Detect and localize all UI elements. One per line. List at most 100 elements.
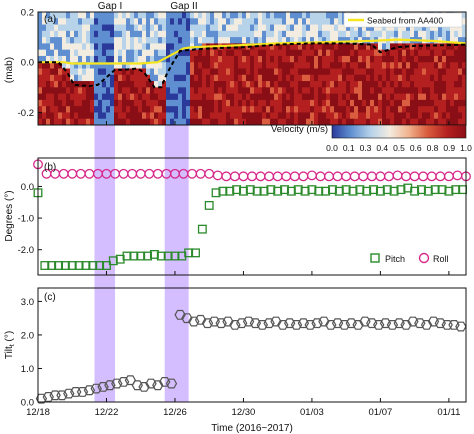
heatmap-cell — [398, 55, 403, 63]
heatmap-cell — [66, 99, 71, 107]
heatmap-cell — [366, 68, 371, 76]
tilt-point — [242, 316, 255, 327]
panel-c-marks — [35, 309, 467, 404]
heatmap-cell — [270, 74, 275, 82]
heatmap-cell — [342, 55, 347, 63]
heatmap-cell — [378, 24, 383, 32]
heatmap-cell — [174, 24, 179, 32]
heatmap-cell — [438, 43, 443, 51]
heatmap-cell — [246, 18, 251, 26]
heatmap-cell — [246, 87, 251, 95]
heatmap-cell — [166, 93, 171, 101]
heatmap-cell — [314, 55, 319, 63]
heatmap-cell — [374, 112, 379, 120]
heatmap-cell — [58, 37, 63, 44]
heatmap-cell — [206, 37, 211, 44]
heatmap-cell — [186, 112, 191, 120]
heatmap-cell — [334, 99, 339, 107]
heatmap-cell — [122, 30, 127, 38]
roll-point — [58, 168, 69, 179]
heatmap-cell — [190, 24, 195, 32]
heatmap-cell — [162, 81, 167, 88]
heatmap-cell — [370, 49, 375, 57]
heatmap-cell — [210, 118, 215, 125]
heatmap-cell — [422, 43, 427, 51]
heatmap-cell — [414, 81, 419, 88]
heatmap-cell — [250, 30, 255, 38]
heatmap-cell — [406, 112, 411, 120]
gap-band-2 — [164, 125, 189, 402]
pitch-point — [300, 186, 310, 196]
heatmap-cell — [294, 118, 299, 125]
heatmap-cell — [214, 112, 219, 120]
heatmap-cell — [122, 87, 127, 95]
heatmap-cell — [238, 18, 243, 26]
heatmap-cell — [254, 12, 259, 19]
heatmap-cell — [130, 81, 135, 88]
heatmap-cell — [226, 99, 231, 107]
heatmap-cell — [82, 43, 87, 51]
heatmap-cell — [338, 93, 343, 101]
heatmap-cell — [390, 49, 395, 57]
heatmap-cell — [218, 55, 223, 63]
heatmap-cell — [406, 81, 411, 88]
heatmap-cell — [458, 118, 463, 125]
heatmap-cell — [170, 30, 175, 38]
heatmap-cell — [46, 49, 51, 57]
heatmap-cell — [382, 68, 387, 76]
heatmap-cell — [62, 55, 67, 63]
heatmap-cell — [446, 62, 451, 70]
heatmap-cell — [150, 87, 155, 95]
heatmap-cell — [290, 55, 295, 63]
heatmap-cell — [442, 43, 447, 51]
heatmap-cell — [266, 49, 271, 57]
heatmap-cell — [198, 30, 203, 38]
heatmap-cell — [54, 118, 59, 125]
heatmap-cell — [222, 118, 227, 125]
heatmap-cell — [94, 55, 99, 63]
tilt-point — [83, 385, 96, 396]
heatmap-cell — [46, 93, 51, 101]
heatmap-cell — [38, 81, 43, 88]
heatmap-cell — [98, 24, 103, 32]
tilt-point — [145, 378, 157, 389]
heatmap-cell — [410, 118, 415, 125]
heatmap-cell — [86, 49, 91, 57]
heatmap-cell — [90, 43, 95, 51]
heatmap-cell — [242, 118, 247, 125]
heatmap-cell — [94, 74, 99, 82]
heatmap-cell — [422, 106, 427, 114]
heatmap-cell — [278, 12, 283, 19]
heatmap-cell — [294, 74, 299, 82]
heatmap-cell — [302, 68, 307, 76]
heatmap-cell — [130, 12, 135, 19]
heatmap-cell — [138, 93, 143, 101]
heatmap-cell — [394, 74, 399, 82]
heatmap-cell — [338, 24, 343, 32]
heatmap-cell — [82, 81, 87, 88]
heatmap-cell — [394, 112, 399, 120]
heatmap-cell — [438, 81, 443, 88]
heatmap-cell — [150, 74, 155, 82]
heatmap-cell — [86, 93, 91, 101]
heatmap-cell — [78, 118, 83, 125]
heatmap-cell — [346, 62, 351, 70]
heatmap-cell — [110, 93, 115, 101]
heatmap-cell — [58, 55, 63, 63]
heatmap-cell — [38, 106, 43, 114]
heatmap-cell — [338, 74, 343, 82]
tilt-point — [249, 318, 262, 329]
heatmap-cell — [122, 93, 127, 101]
heatmap-cell — [322, 81, 327, 88]
heatmap-cell — [194, 93, 199, 101]
heatmap-cell — [118, 93, 123, 101]
heatmap-cell — [202, 118, 207, 125]
heatmap-cell — [214, 12, 219, 19]
heatmap-cell — [82, 24, 87, 32]
heatmap-cell — [426, 43, 431, 51]
roll-point — [384, 171, 394, 182]
heatmap-cell — [66, 87, 71, 95]
heatmap-cell — [454, 93, 459, 101]
roll-point — [281, 171, 292, 182]
heatmap-cell — [246, 24, 251, 32]
